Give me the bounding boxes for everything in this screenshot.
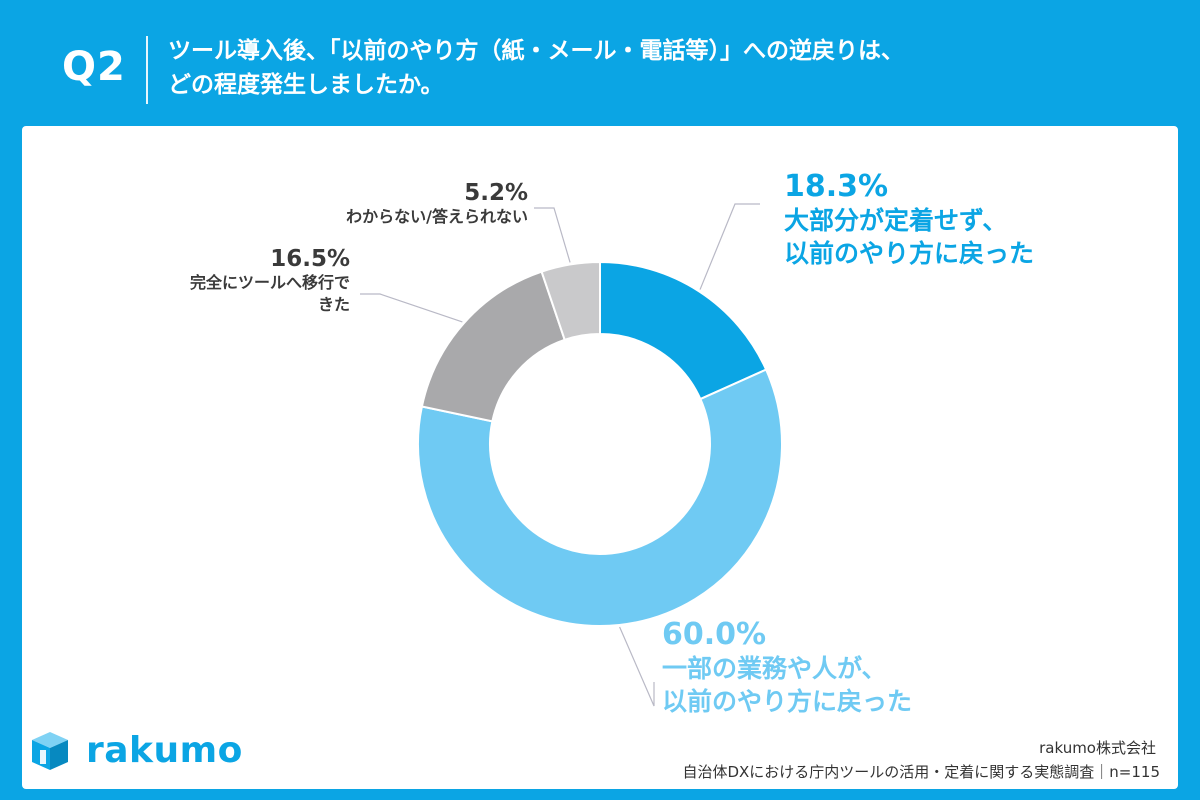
slice-caption: きた xyxy=(317,295,350,314)
slice-caption: 一部の業務や人が、 xyxy=(662,654,887,683)
donut-chart xyxy=(360,203,783,707)
donut-slice-0 xyxy=(599,260,768,401)
company-name: rakumo株式会社 xyxy=(1039,739,1156,757)
question-title: ツール導入後、「以前のやり方（紙・メール・電話等）」への逆戻りは、 どの程度発生… xyxy=(168,34,1168,102)
cube-icon xyxy=(32,732,68,770)
slice-value-label: 60.0% xyxy=(662,617,767,652)
slice-label-fully-migrated: 16.5% 完全にツールへ移行で きた xyxy=(190,246,350,316)
slice-value-label: 5.2% xyxy=(464,180,528,206)
leader-line-0 xyxy=(699,203,760,290)
slice-label-retreated-partially: 60.0% 一部の業務や人が、 以前のやり方に戻った xyxy=(662,618,912,718)
donut-slice-2 xyxy=(420,270,566,423)
header-divider xyxy=(146,36,148,104)
question-number: Q2 xyxy=(62,44,126,90)
header: Q2 ツール導入後、「以前のやり方（紙・メール・電話等）」への逆戻りは、 どの程… xyxy=(0,0,1200,126)
chart-card: 18.3% 大部分が定着せず、 以前のやり方に戻った 60.0% 一部の業務や人… xyxy=(22,126,1178,789)
leader-line-2 xyxy=(360,293,463,323)
survey-caption: 自治体DXにおける庁内ツールの活用・定着に関する実態調査｜n=115 xyxy=(682,763,1160,781)
rakumo-logo: rakumo xyxy=(28,728,242,772)
question-title-line1: ツール導入後、「以前のやり方（紙・メール・電話等）」への逆戻りは、 xyxy=(168,38,904,64)
leader-line-1 xyxy=(619,626,655,707)
slice-label-retreated-mostly: 18.3% 大部分が定着せず、 以前のやり方に戻った xyxy=(784,170,1034,270)
slice-caption: 完全にツールへ移行で xyxy=(189,273,350,292)
slice-value-label: 16.5% xyxy=(270,246,350,272)
slice-label-unknown: 5.2% わからない/答えられない xyxy=(346,180,528,228)
logo-text: rakumo xyxy=(86,730,243,771)
slice-caption: 以前のやり方に戻った xyxy=(662,687,913,716)
slice-caption: 以前のやり方に戻った xyxy=(784,239,1035,268)
slice-caption: わからない/答えられない xyxy=(346,207,528,226)
donut-slice-1 xyxy=(417,368,783,627)
donut-slice-3 xyxy=(540,260,601,342)
question-title-line2: どの程度発生しましたか。 xyxy=(168,72,444,98)
slice-caption: 大部分が定着せず、 xyxy=(784,206,1008,235)
leader-line-3 xyxy=(534,207,571,263)
slice-value-label: 18.3% xyxy=(784,169,889,204)
